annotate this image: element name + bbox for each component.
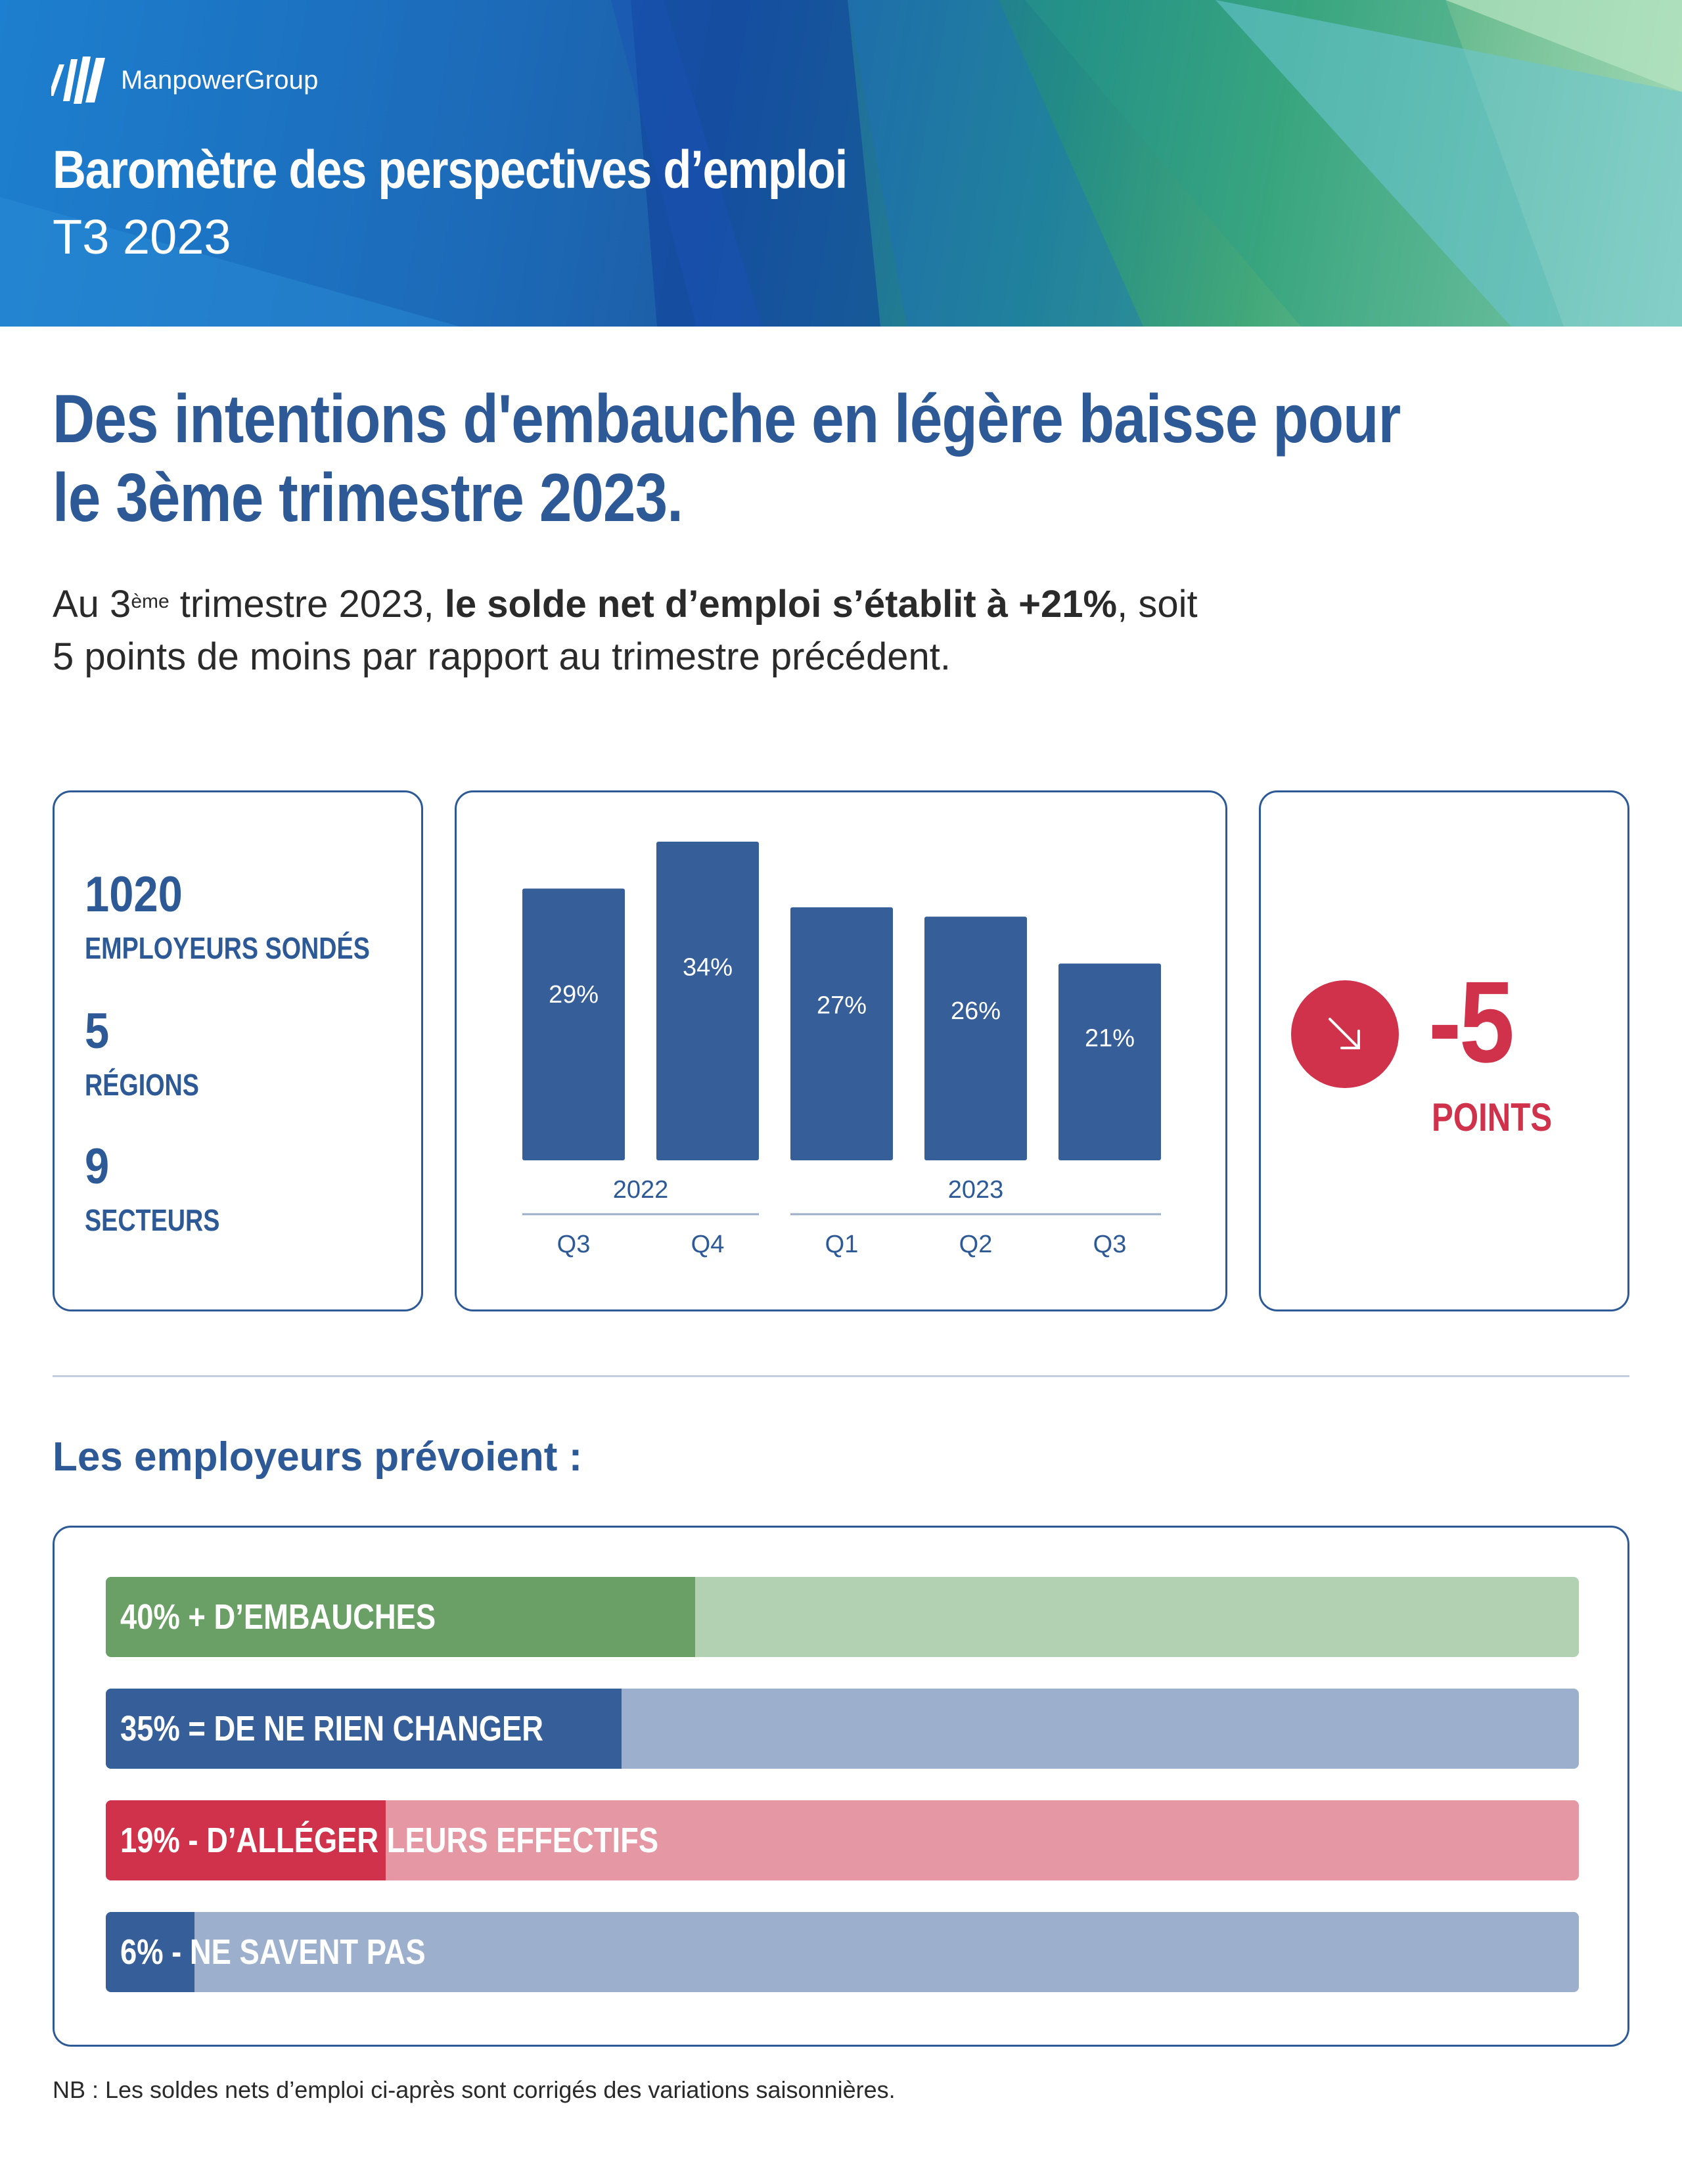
report-period: T3 2023: [53, 210, 231, 264]
chart-bar: [656, 842, 759, 1160]
stat-regions-value: 5: [85, 1003, 110, 1059]
chart-bar: [1058, 963, 1161, 1160]
x-tick-label: Q4: [691, 1231, 725, 1258]
chart-bar: [522, 888, 625, 1160]
section-divider: [53, 1375, 1629, 1377]
stat-regions-label: RÉGIONS: [85, 1068, 199, 1102]
intention-bar: 35% = DE NE RIEN CHANGER: [106, 1689, 1579, 1769]
x-tick-label: Q3: [557, 1231, 591, 1258]
chart-bar: [790, 907, 893, 1160]
bar-value-label: 34%: [683, 954, 733, 982]
section-title: Les employeurs prévoient :: [53, 1434, 583, 1480]
intention-bar-label: 19% - D’ALLÉGER LEURS EFFECTIFS: [120, 1821, 659, 1860]
net-employment-bar-chart: 29% Q3 34% Q4 27% Q1 26% Q2 21% Q3 2022 2023: [522, 842, 1161, 1258]
x-tick-label: Q1: [825, 1231, 859, 1258]
change-unit: POINTS: [1432, 1095, 1553, 1139]
employer-intentions-card: 40% + D’EMBAUCHES 35% = DE NE RIEN CHANGE…: [53, 1526, 1629, 2047]
brand-logo: ManpowerGroup: [51, 55, 319, 105]
manpower-logo-icon: [51, 57, 105, 104]
x-tick-label: Q2: [959, 1231, 993, 1258]
intro-highlight: le solde net d’emploi s’établit à +21%: [444, 583, 1118, 626]
arrow-down-right-icon: [1291, 980, 1399, 1088]
bar-value-label: 26%: [951, 997, 1001, 1025]
intro-text-1: Au 3: [53, 583, 131, 626]
intention-bar-label: 40% + D’EMBAUCHES: [120, 1597, 436, 1637]
intention-bar-label: 6% - NE SAVENT PAS: [120, 1932, 426, 1972]
year-group-label: 2022: [613, 1176, 669, 1204]
header-decor: [0, 0, 1682, 327]
intro-text-2: trimestre 2023,: [169, 583, 445, 626]
stat-sectors-label: SECTEURS: [85, 1203, 220, 1237]
intention-bar-fill: [106, 1689, 622, 1769]
bar-value-label: 21%: [1085, 1024, 1135, 1052]
change-value: -5: [1428, 958, 1514, 1087]
intro-paragraph: Au 3ème trimestre 2023, le solde net d’e…: [53, 578, 1209, 683]
intention-bar: 6% - NE SAVENT PAS: [106, 1912, 1579, 1992]
intention-bar-fill: [106, 1912, 194, 1992]
stat-sectors-value: 9: [85, 1139, 110, 1194]
intro-text-3: , soit 5 points de moins par rapport au …: [53, 583, 1198, 678]
header-banner: ManpowerGroup Baromètre des perspectives…: [0, 0, 1682, 327]
report-title: Baromètre des perspectives d’emploi: [53, 140, 848, 200]
footnote: NB : Les soldes nets d’emploi ci-après s…: [53, 2076, 896, 2103]
intention-bar-label: 35% = DE NE RIEN CHANGER: [120, 1709, 544, 1748]
stat-employers-label: EMPLOYEURS SONDÉS: [85, 931, 370, 965]
bar-value-label: 27%: [817, 992, 867, 1020]
intro-superscript: ème: [131, 591, 170, 612]
stat-employers-value: 1020: [85, 867, 183, 922]
x-tick-label: Q3: [1093, 1231, 1127, 1258]
change-card: -5 POINTS: [1259, 790, 1629, 1311]
page-headline: Des intentions d'embauche en légère bais…: [53, 381, 1401, 536]
intention-bar-fill: [106, 1800, 386, 1880]
intention-bar: 19% - D’ALLÉGER LEURS EFFECTIFS: [106, 1800, 1579, 1880]
survey-stats-card: 1020 EMPLOYEURS SONDÉS 5 RÉGIONS 9 SECTE…: [53, 790, 423, 1311]
bar-value-label: 29%: [549, 981, 599, 1009]
year-group-label: 2023: [948, 1176, 1004, 1204]
arrow-down-right-glyph: [1329, 1018, 1360, 1049]
brand-name: ManpowerGroup: [121, 65, 319, 95]
intention-bar-fill: [106, 1577, 695, 1657]
intention-bar: 40% + D’EMBAUCHES: [106, 1577, 1579, 1657]
chart-bar: [924, 917, 1027, 1160]
net-employment-chart-card: 29% Q3 34% Q4 27% Q1 26% Q2 21% Q3 2022 2023: [455, 790, 1227, 1311]
